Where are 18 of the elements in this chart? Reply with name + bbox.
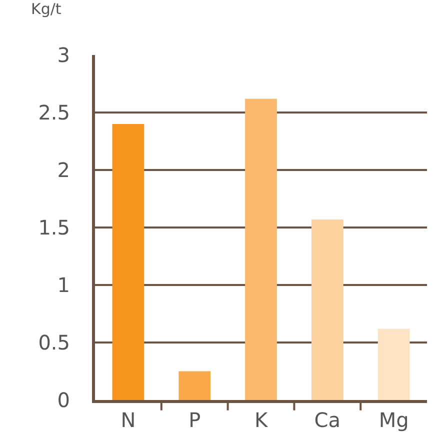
x-tick-label: P [188, 408, 201, 432]
x-tick-label: Ca [314, 408, 341, 432]
y-tick-label: 0 [57, 388, 70, 412]
x-tick-label: N [120, 408, 136, 432]
y-tick-label: 3 [57, 43, 70, 67]
y-tick-label: 0.5 [38, 330, 70, 354]
bar [245, 98, 277, 400]
bar [378, 328, 410, 400]
bar [178, 371, 211, 400]
bar [112, 124, 144, 400]
y-tick-label: 2.5 [38, 100, 70, 124]
y-tick-label: 1.5 [38, 216, 70, 240]
bar [311, 219, 344, 400]
x-tick-label: K [254, 408, 268, 432]
y-tick-label: 2 [57, 158, 70, 182]
x-tick-label: Mg [378, 408, 409, 432]
y-axis-title: Kg/t [31, 0, 62, 18]
y-tick-label: 1 [57, 273, 70, 297]
